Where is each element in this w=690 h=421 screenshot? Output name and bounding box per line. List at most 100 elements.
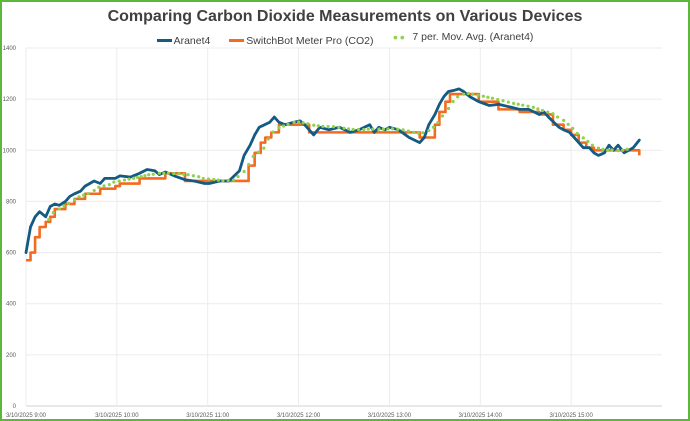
moving-average-dot [451, 99, 455, 104]
moving-average-dot [555, 115, 560, 119]
moving-average-dot [107, 183, 111, 187]
moving-average-dot [390, 127, 395, 131]
x-tick-label: 3/10/2025 14:00 [459, 413, 503, 419]
moving-average-dot [486, 95, 490, 99]
moving-average-dot [221, 179, 225, 183]
moving-average-dot [546, 110, 550, 114]
moving-average-dot [277, 126, 281, 130]
moving-average-dot [446, 106, 451, 111]
moving-average-dot [386, 127, 390, 131]
y-tick-label: 400 [6, 302, 17, 308]
moving-average-dot [92, 188, 96, 193]
moving-average-dot [531, 105, 535, 109]
moving-average-dot [256, 150, 261, 154]
legend-swatch-switchbot [229, 39, 245, 42]
y-tick-label: 1400 [3, 46, 17, 52]
moving-average-dot [321, 124, 325, 128]
series-aranet4-line [24, 87, 641, 255]
legend: Aranet4 SwitchBot Meter Pro (CO2) •• 7 pe… [2, 30, 688, 47]
moving-average-dot [57, 207, 61, 211]
moving-average-dot [197, 175, 201, 179]
moving-average-dot [456, 95, 460, 99]
moving-average-dot [490, 96, 495, 100]
moving-average-dot [401, 128, 405, 132]
moving-average-dot [181, 172, 186, 176]
moving-average-dot [206, 177, 211, 181]
legend-item-moving-average: •• 7 per. Mov. Avg. (Aranet4) [392, 30, 533, 44]
moving-average-dot [162, 171, 166, 175]
moving-average-dot [306, 122, 310, 126]
moving-average-dot [366, 127, 370, 131]
moving-average-dot [262, 146, 266, 150]
moving-average-dot [396, 127, 400, 131]
moving-average-dot [312, 123, 316, 127]
moving-average-dot [521, 103, 525, 107]
moving-average-dot [476, 93, 480, 97]
moving-average-dot [117, 179, 121, 183]
moving-average-dot [151, 172, 155, 176]
legend-item-switchbot: SwitchBot Meter Pro (CO2) [229, 35, 373, 47]
moving-average-dot [347, 127, 351, 131]
moving-average-dot [326, 124, 330, 129]
moving-average-dot [157, 171, 161, 175]
moving-average-dot [86, 191, 90, 196]
moving-average-dot [406, 129, 411, 133]
moving-average-dot [191, 174, 195, 178]
moving-average-dot [122, 178, 127, 182]
moving-average-dot [216, 178, 220, 182]
moving-average-dot [381, 127, 386, 131]
moving-average-dot [297, 120, 301, 124]
moving-average-dot [551, 112, 555, 116]
moving-average-dot [471, 92, 475, 96]
moving-average-dot [242, 169, 246, 174]
moving-average-dot [147, 173, 151, 177]
moving-average-dot [540, 108, 545, 113]
moving-average-dot [172, 171, 176, 176]
moving-average-dot [112, 180, 116, 184]
x-tick-label: 3/10/2025 15:00 [549, 413, 593, 419]
moving-average-dot [271, 130, 275, 134]
moving-average-dot [616, 149, 620, 153]
moving-average-dot [97, 185, 101, 189]
y-tick-label: 0 [13, 404, 17, 410]
moving-average-dot [292, 120, 296, 124]
moving-average-dot [251, 154, 255, 159]
moving-average-dot [562, 118, 566, 122]
moving-average-dot [512, 101, 516, 105]
moving-average-dot [236, 174, 240, 179]
moving-average-dot [356, 127, 361, 132]
moving-average-dot [351, 127, 355, 132]
moving-average-dot [301, 121, 305, 125]
moving-average-dot [571, 126, 575, 130]
y-tick-label: 800 [6, 199, 17, 205]
y-tick-label: 1200 [3, 97, 17, 103]
moving-average-dot [226, 178, 230, 183]
moving-average-dot [82, 193, 86, 197]
moving-average-dot [601, 147, 605, 151]
moving-average-dot [231, 178, 236, 182]
moving-average-dot [337, 125, 341, 130]
moving-average-dot [536, 107, 540, 111]
moving-average-dot [590, 143, 595, 147]
x-tick-label: 3/10/2025 12:00 [277, 413, 321, 419]
chart-title: Comparing Carbon Dioxide Measurements on… [107, 8, 583, 25]
moving-average-dot [412, 130, 416, 134]
moving-average-dot [481, 94, 485, 98]
moving-average-dot [586, 139, 590, 144]
moving-average-dot [247, 162, 251, 167]
moving-average-dot [77, 195, 81, 199]
y-tick-label: 1000 [3, 148, 17, 154]
moving-average-dot [526, 104, 530, 108]
moving-average-dot [72, 198, 77, 202]
legend-label: SwitchBot Meter Pro (CO2) [246, 34, 374, 47]
moving-average-dot [462, 92, 466, 96]
moving-average-dot [501, 99, 505, 103]
x-tick-label: 3/10/2025 10:00 [95, 413, 139, 419]
x-tick-label: 3/10/2025 9:00 [6, 413, 47, 419]
moving-average-dot [266, 137, 270, 141]
legend-swatch-aranet4 [156, 39, 172, 42]
y-tick-label: 600 [6, 251, 17, 257]
moving-average-dot [427, 128, 431, 133]
